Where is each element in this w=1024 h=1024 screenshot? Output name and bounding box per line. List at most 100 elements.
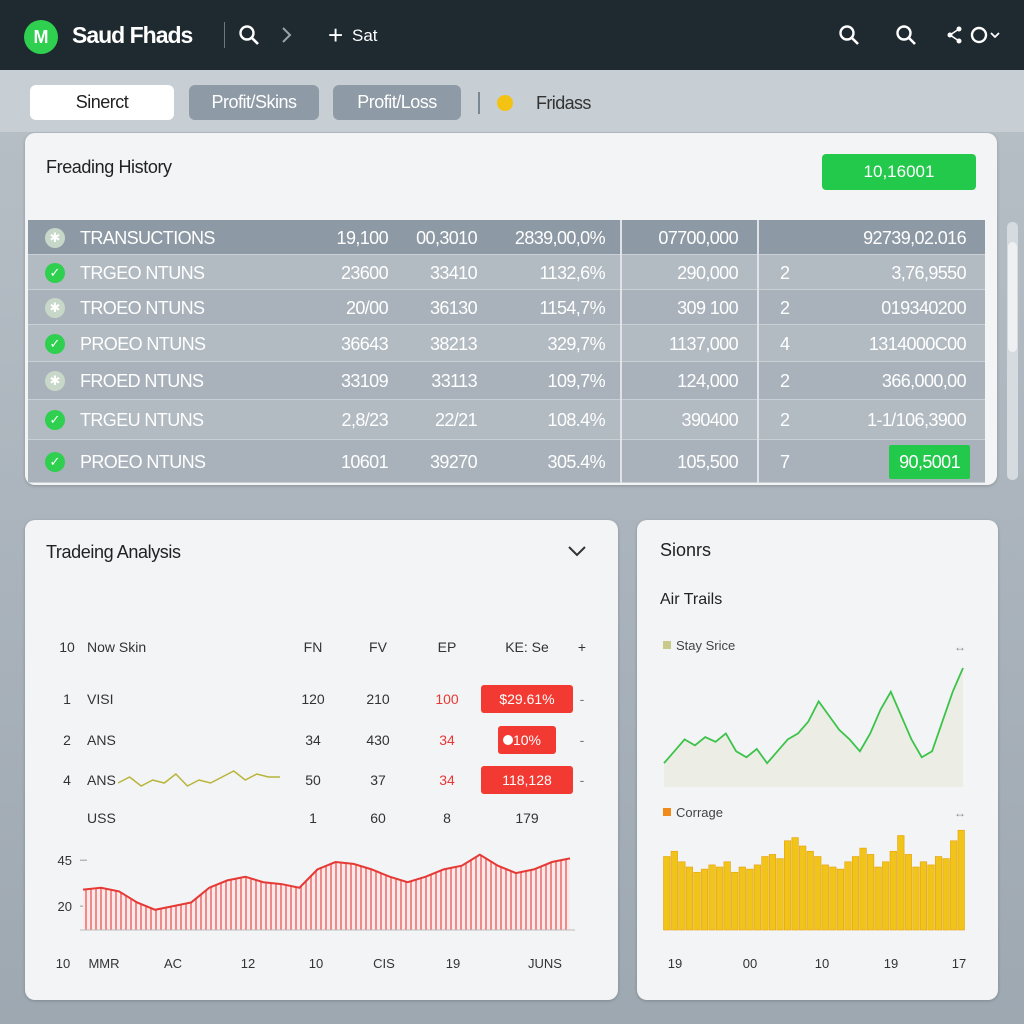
table-cell: 3,76,9550 [891, 262, 966, 283]
separator [478, 92, 480, 114]
column-divider [620, 220, 622, 483]
table-cell: 2,8/23 [341, 410, 389, 430]
tab[interactable]: Profit/Loss [333, 85, 461, 120]
panel-title: Tradeing Analysis [46, 542, 181, 562]
table-cell: 7 [780, 451, 790, 472]
analysis-cell: 179 [515, 810, 539, 826]
table-cell: 07700,000 [658, 227, 738, 248]
table-cell: PROEO NTUNS [80, 333, 206, 354]
analysis-cell: 118,128 [502, 772, 552, 788]
add-label[interactable]: Sat [352, 26, 378, 45]
table-row [28, 400, 985, 440]
table-cell: 33109 [340, 371, 389, 391]
row-icon: ✓ [45, 410, 65, 430]
analysis-cell: ANS [87, 732, 116, 748]
table-cell: 109,7% [547, 371, 606, 391]
balance-badge[interactable]: 10,16001 [822, 154, 976, 190]
table-cell: 36643 [340, 333, 389, 354]
chevron-icon[interactable] [280, 26, 294, 44]
table-cell: 019340200 [881, 297, 966, 318]
analysis-cell: 4 [63, 772, 71, 788]
analysis-cell: 2 [63, 732, 71, 748]
analysis-cell: - [579, 772, 585, 788]
panel-title: Freading History [46, 157, 172, 177]
table-cell: 23600 [340, 262, 389, 283]
analysis-header: KE: Se [505, 639, 549, 655]
table-row [28, 290, 985, 325]
row-icon: ✓ [45, 451, 65, 472]
table-cell: TROEO NTUNS [80, 297, 205, 318]
analysis-cell: 120 [301, 691, 325, 707]
table-cell: 108.4% [547, 410, 606, 430]
analysis-cell: 34 [439, 732, 455, 748]
table-cell: 20/00 [345, 297, 389, 318]
tab[interactable]: Sinerct [30, 85, 174, 120]
table-cell: PROEO NTUNS [80, 451, 206, 472]
panel-title: Sionrs [660, 540, 712, 560]
table-cell: 10601 [340, 451, 389, 472]
filter-label[interactable]: Fridass [536, 93, 591, 113]
table-cell: 2 [780, 297, 790, 318]
table-cell: 2 [780, 410, 790, 430]
row-icon: ✱ [45, 227, 65, 248]
analysis-cell: - [579, 732, 585, 748]
toolbar: Sinerct Profit/Skins Profit/Loss Fridass [0, 70, 1024, 132]
analysis-cell: - [579, 691, 585, 707]
collapse-icon[interactable] [567, 544, 587, 558]
search-icon[interactable] [838, 24, 860, 46]
add-icon[interactable]: + [328, 20, 344, 50]
table-cell: 4 [780, 333, 790, 354]
table-cell: 33113 [431, 371, 477, 391]
table-cell: FROED NTUNS [80, 371, 204, 391]
analysis-cell: ANS [87, 772, 116, 788]
analysis-cell: 34 [305, 732, 321, 748]
table-cell: 2 [780, 371, 790, 391]
table-row [28, 440, 985, 483]
analysis-panel: Tradeing Analysis [25, 520, 618, 1000]
side-panel: Sionrs Air Trails [637, 520, 998, 1000]
table-row [28, 255, 985, 290]
table-cell: 00,3010 [416, 227, 477, 248]
table-header [28, 220, 985, 255]
analysis-cell: 50 [305, 772, 321, 788]
analysis-cell: 1 [309, 810, 317, 826]
table-row [28, 325, 985, 362]
analysis-cell: 34 [439, 772, 455, 788]
row-icon: ✱ [45, 297, 65, 318]
analysis-cell: $29.61% [499, 691, 555, 707]
search-icon[interactable] [895, 24, 917, 46]
row-icon: ✱ [45, 371, 65, 391]
table-cell: 2839,00,0% [514, 227, 606, 248]
table-cell: TRGEO NTUNS [80, 262, 205, 283]
top-bar: M Saud Fhads + Sat [0, 0, 1024, 70]
analysis-header: EP [437, 639, 457, 655]
table-cell: 1154,7% [539, 297, 605, 318]
analysis-header: 10 [59, 639, 75, 655]
analysis-header: FV [369, 639, 387, 655]
history-table: ✱ TRANSUCTIONS 19,100 00,3010 2839,00,0% 0770… [28, 220, 985, 483]
table-cell: 124,000 [677, 371, 738, 391]
analysis-cell: 8 [443, 810, 451, 826]
value-pill [481, 766, 573, 794]
panel-subtitle: Air Trails [660, 591, 723, 608]
separator [224, 22, 225, 48]
table-cell: 390400 [681, 410, 739, 430]
search-icon[interactable] [238, 24, 260, 46]
table-cell: 90,5001 [889, 444, 970, 479]
table-cell: 309 100 [677, 297, 738, 318]
table-cell: TRGEU NTUNS [80, 410, 204, 430]
table-cell: 1137,000 [669, 333, 739, 354]
table-cell: 2 [780, 262, 790, 283]
table-cell: 1-1/106,3900 [867, 410, 967, 430]
table-row [28, 362, 985, 400]
share-menu-icon[interactable] [946, 24, 1002, 46]
logo[interactable]: M [24, 20, 58, 54]
table-cell: 1132,6% [539, 262, 605, 283]
scrollbar[interactable] [1007, 222, 1018, 480]
table-cell: 1314000C00 [868, 333, 967, 354]
tab[interactable]: Profit/Skins [189, 85, 319, 120]
analysis-cell: 210 [366, 691, 390, 707]
table-cell: 92739,02.016 [863, 227, 967, 248]
column-divider [757, 220, 759, 483]
